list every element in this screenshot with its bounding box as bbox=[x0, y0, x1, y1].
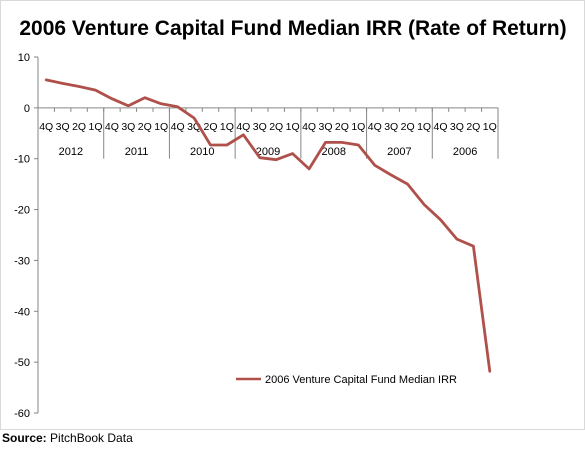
x-tick-label: 4Q bbox=[39, 121, 53, 133]
x-tick-label: 3Q bbox=[450, 121, 464, 133]
source-text: PitchBook Data bbox=[50, 431, 133, 445]
y-tick-label: 0 bbox=[24, 103, 30, 115]
x-tick-label: 4Q bbox=[236, 121, 250, 133]
y-tick-label: 10 bbox=[18, 52, 30, 64]
x-tick-label: 4Q bbox=[302, 121, 316, 133]
x-tick-label: 1Q bbox=[417, 121, 431, 133]
source-label: Source: bbox=[2, 431, 47, 445]
year-label: 2007 bbox=[387, 146, 411, 158]
x-tick-label: 1Q bbox=[220, 121, 234, 133]
x-tick-label: 4Q bbox=[171, 121, 185, 133]
x-tick-label: 3Q bbox=[318, 121, 332, 133]
chart-frame: 2006 Venture Capital Fund Median IRR (Ra… bbox=[0, 0, 585, 430]
source-note: Source: PitchBook Data bbox=[2, 431, 133, 445]
x-tick-label: 3Q bbox=[384, 121, 398, 133]
line-chart: 2006 Venture Capital Fund Median IRR (Ra… bbox=[14, 17, 567, 420]
x-tick-label: 1Q bbox=[286, 121, 300, 133]
x-tick-label: 2Q bbox=[203, 121, 217, 133]
x-tick-label: 3Q bbox=[253, 121, 267, 133]
year-label: 2012 bbox=[59, 146, 83, 158]
x-tick-label: 1Q bbox=[351, 121, 365, 133]
x-tick-label: 1Q bbox=[88, 121, 102, 133]
legend-label: 2006 Venture Capital Fund Median IRR bbox=[265, 374, 457, 386]
x-tick-label: 4Q bbox=[368, 121, 382, 133]
chart-title: 2006 Venture Capital Fund Median IRR (Ra… bbox=[19, 17, 566, 40]
x-tick-label: 2Q bbox=[466, 121, 480, 133]
year-label: 2009 bbox=[256, 146, 280, 158]
x-tick-label: 3Q bbox=[121, 121, 135, 133]
y-tick-label: -10 bbox=[14, 154, 30, 166]
y-tick-label: -40 bbox=[14, 306, 30, 318]
series-line bbox=[44, 78, 492, 373]
x-tick-label: 4Q bbox=[105, 121, 119, 133]
x-tick-label: 2Q bbox=[72, 121, 86, 133]
y-tick-label: -20 bbox=[14, 205, 30, 217]
x-tick-label: 2Q bbox=[138, 121, 152, 133]
year-label: 2008 bbox=[321, 146, 345, 158]
x-tick-label: 2Q bbox=[269, 121, 283, 133]
year-label: 2011 bbox=[125, 146, 149, 158]
y-tick-label: -50 bbox=[14, 357, 30, 369]
x-tick-label: 2Q bbox=[401, 121, 415, 133]
x-tick-label: 4Q bbox=[433, 121, 447, 133]
x-tick-label: 1Q bbox=[154, 121, 168, 133]
y-tick-label: -60 bbox=[14, 408, 30, 420]
year-label: 2006 bbox=[453, 146, 477, 158]
legend: 2006 Venture Capital Fund Median IRR bbox=[236, 374, 457, 386]
x-tick-label: 2Q bbox=[335, 121, 349, 133]
x-tick-label: 1Q bbox=[483, 121, 497, 133]
x-tick-label: 3Q bbox=[56, 121, 70, 133]
year-label: 2010 bbox=[190, 146, 214, 158]
y-tick-label: -30 bbox=[14, 255, 30, 267]
